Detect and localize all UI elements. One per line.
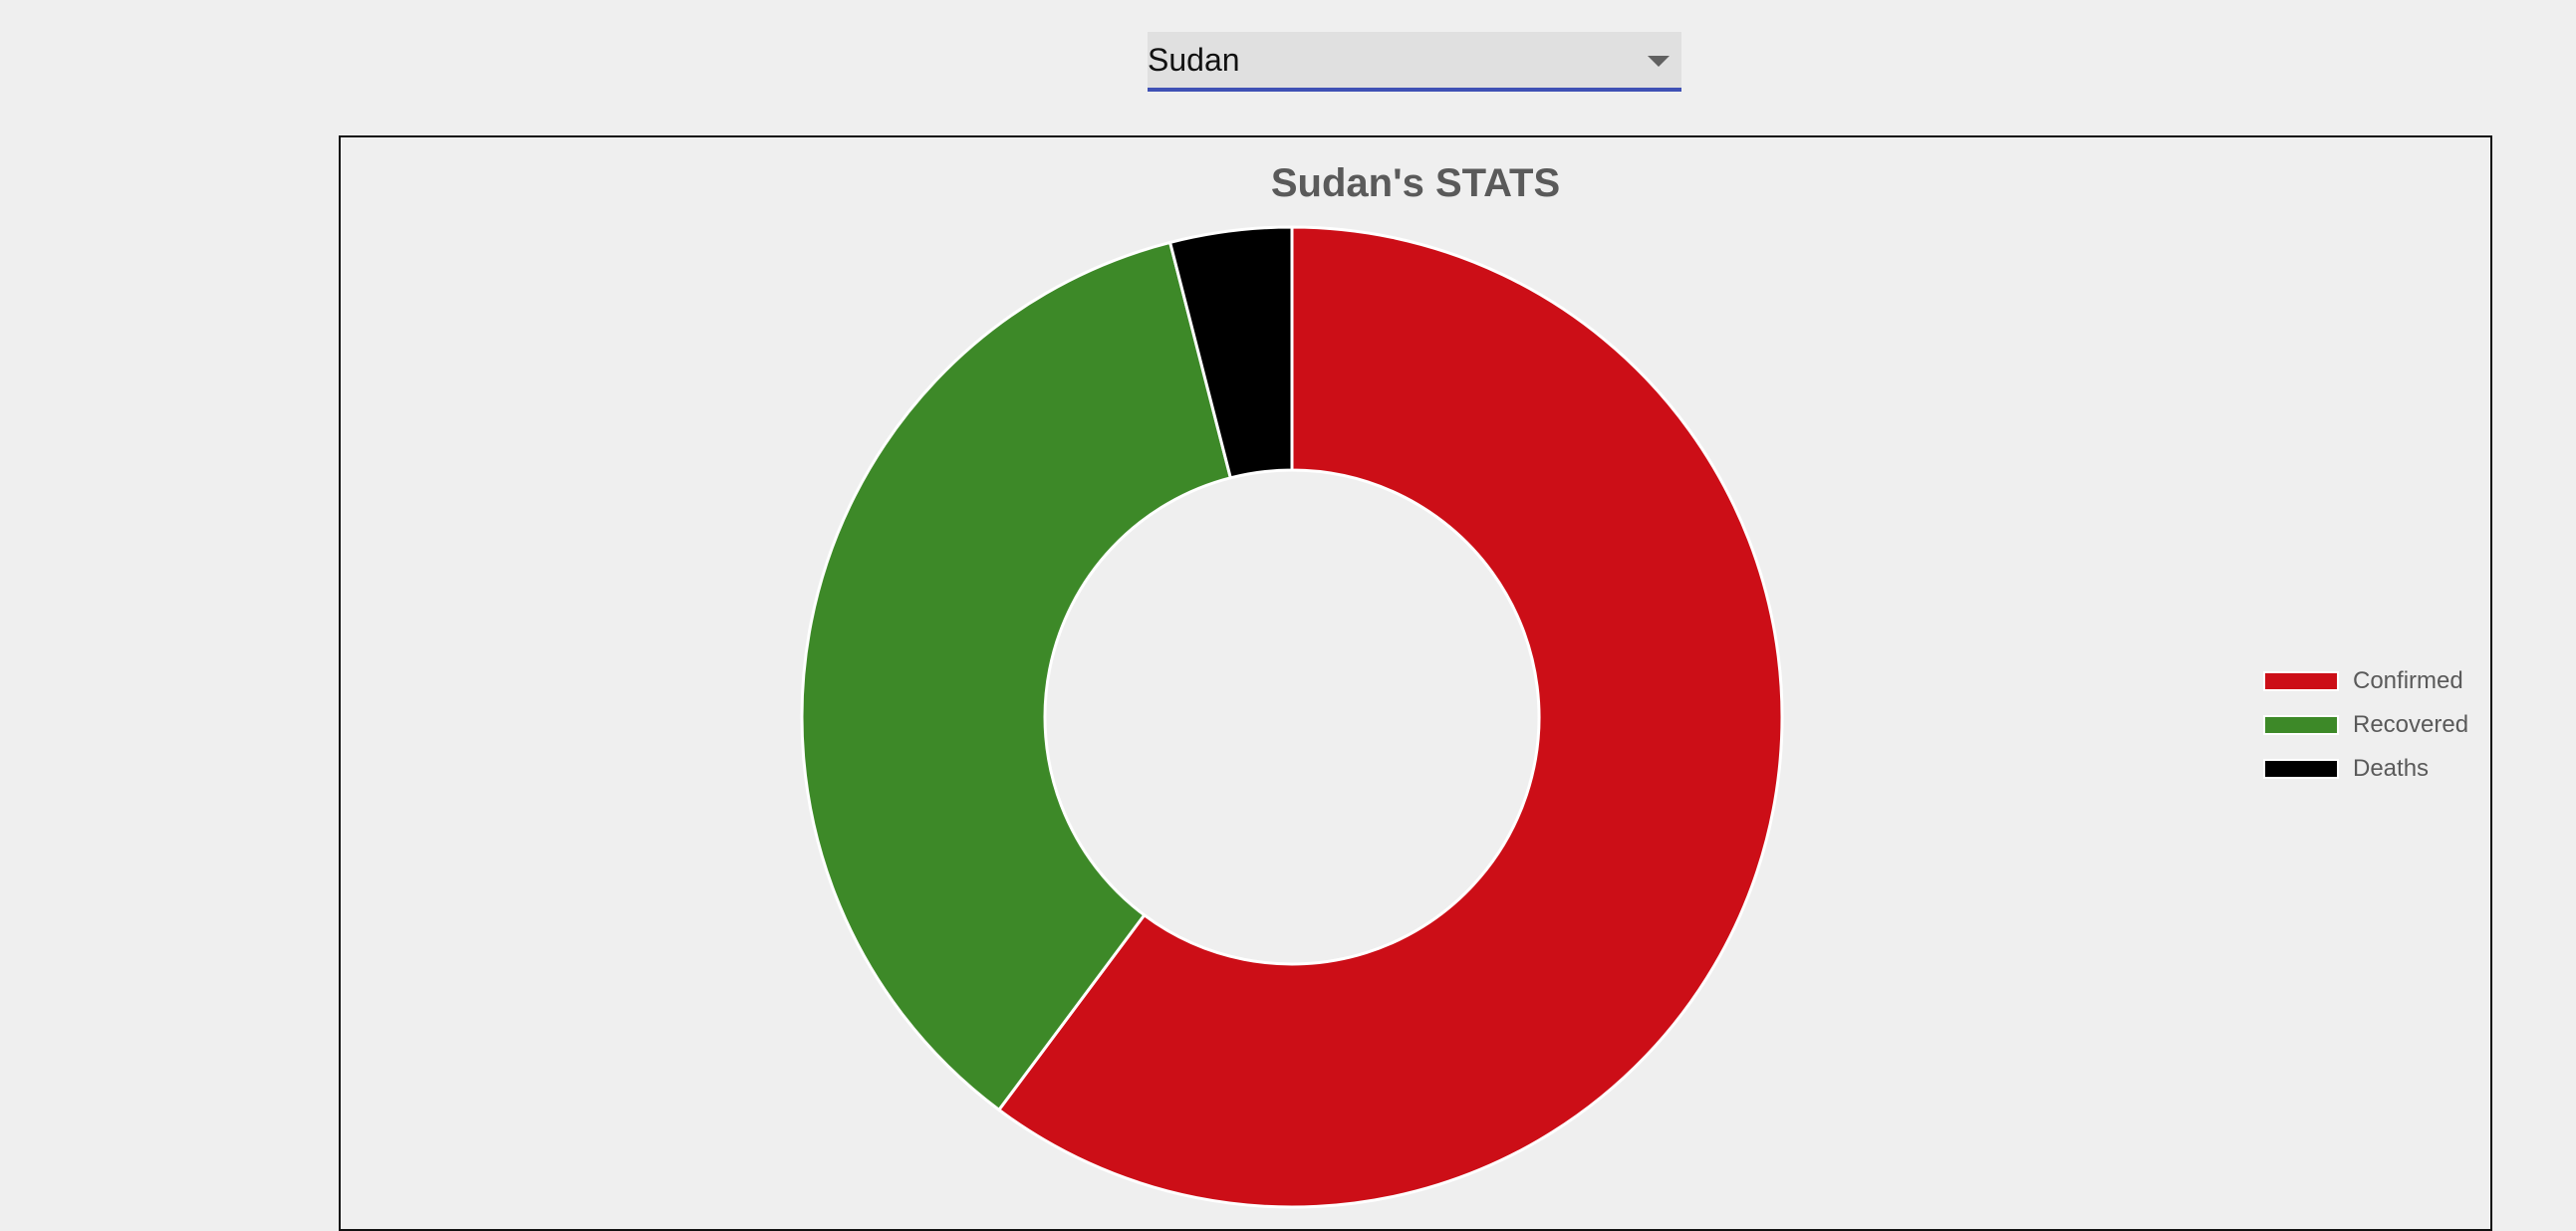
chart-container: Sudan's STATS Confirmed Recovered Deaths: [339, 135, 2492, 1231]
chart-title: Sudan's STATS: [1270, 161, 1561, 205]
country-select[interactable]: Sudan: [1148, 32, 1681, 92]
country-select-value: Sudan: [1148, 42, 1240, 78]
donut-chart: [800, 225, 1784, 1209]
legend-label: Deaths: [2353, 755, 2430, 782]
legend-swatch: [2263, 715, 2339, 735]
chart-legend: Confirmed Recovered Deaths: [2263, 659, 2468, 791]
legend-item-deaths[interactable]: Deaths: [2263, 747, 2468, 791]
legend-swatch: [2263, 671, 2339, 691]
legend-swatch: [2263, 759, 2339, 779]
slice-deaths[interactable]: [1167, 225, 1294, 480]
chevron-down-icon[interactable]: [1648, 56, 1670, 67]
legend-item-recovered[interactable]: Recovered: [2263, 703, 2468, 747]
legend-label: Confirmed: [2353, 667, 2463, 694]
legend-label: Recovered: [2353, 711, 2469, 738]
slice-recovered[interactable]: [800, 240, 1233, 1112]
legend-item-confirmed[interactable]: Confirmed: [2263, 659, 2468, 703]
